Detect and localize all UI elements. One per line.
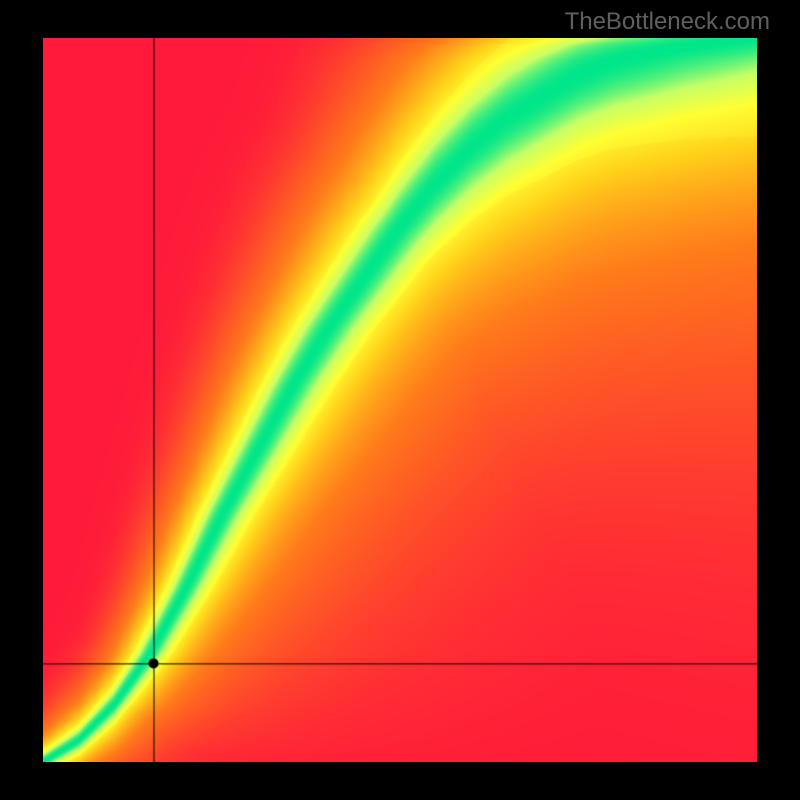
chart-container: TheBottleneck.com [0,0,800,800]
watermark-text: TheBottleneck.com [565,8,770,36]
heatmap-canvas [43,38,757,762]
